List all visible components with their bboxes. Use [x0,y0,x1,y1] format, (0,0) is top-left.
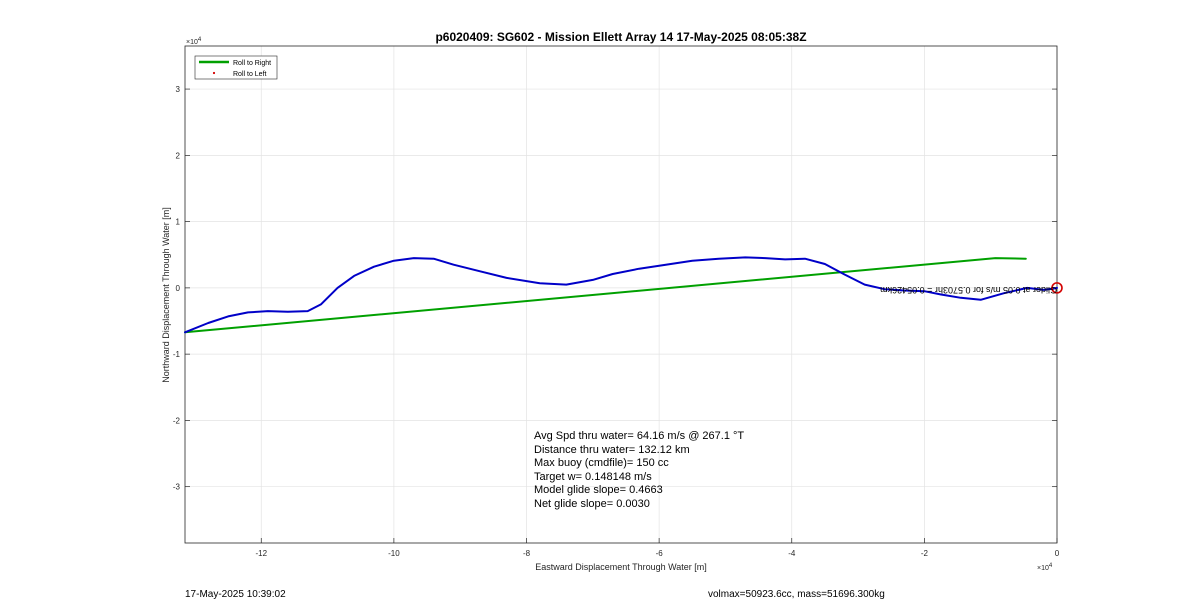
y-tick-label: 0 [176,284,181,293]
stat-distance: Distance thru water= 132.12 km [534,443,690,456]
legend-label-roll-left: Roll to Left [233,71,267,78]
x-tick-label: -10 [388,549,400,558]
end-point-marker [1051,282,1063,294]
trajectory-line [184,256,1058,334]
footer-summary: volmax=50923.6cc, mass=51696.300kg [708,589,885,600]
grid [185,46,1058,543]
stat-max-buoy: Max buoy (cmdfile)= 150 cc [534,457,669,470]
x-tick-label: -12 [255,549,267,558]
y-tick-label: 2 [176,151,181,160]
series-layer [184,256,1063,334]
y-exponent: ×104 [186,37,202,46]
stats-annotation: Avg Spd thru water= 64.16 m/s @ 267.1 °T… [534,430,744,512]
x-tick-label: 0 [1055,549,1060,558]
x-tick-label: -8 [523,549,531,558]
series-roll-to-right-line [184,257,1027,334]
chart-title: p6020409: SG602 - Mission Ellett Array 1… [435,30,806,44]
footer-timestamp: 17-May-2025 10:39:02 [185,589,286,600]
legend-swatch-roll-left [212,71,216,75]
y-tick-label: 1 [176,218,181,227]
x-tick-label: -4 [788,549,796,558]
x-tick-label: -6 [656,549,664,558]
y-tick-label: -1 [173,350,181,359]
stat-target-w: Target w= 0.148148 m/s [534,470,652,483]
stat-model-glide-slope: Model glide slope= 0.4663 [534,484,663,497]
stat-avg-speed: Avg Spd thru water= 64.16 m/s @ 267.1 °T [534,430,745,442]
x-tick-label: -2 [921,549,929,558]
end-point-label: Glider at 0.05 m/s for 0.5703hr = 0.0542… [880,285,1057,295]
stat-net-glide-slope: Net glide slope= 0.0030 [534,497,650,510]
x-exponent: ×104 [1037,563,1053,572]
axes-box [184,45,1058,544]
legend-label-roll-right: Roll to Right [233,60,271,67]
y-tick-label: -3 [173,483,181,492]
x-axis-label: Eastward Displacement Through Water [m] [535,562,707,572]
y-tick-label: -2 [173,416,181,425]
legend: Roll to Right Roll to Left [194,55,278,80]
y-tick-label: 3 [176,85,181,94]
y-axis-label: Northward Displacement Through Water [m] [161,207,171,383]
